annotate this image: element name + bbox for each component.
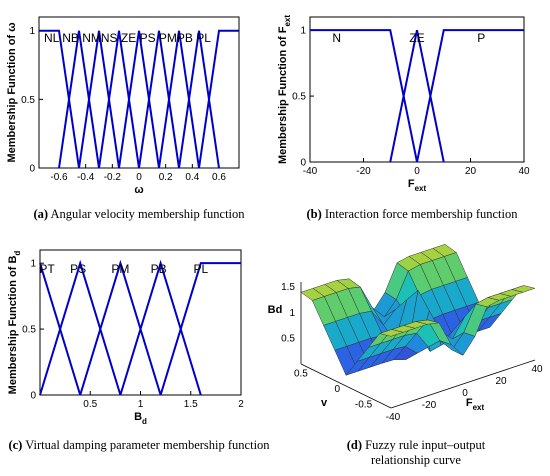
y-tick-label: 1 — [300, 26, 306, 37]
set-label-n: N — [332, 31, 341, 45]
y-tick-label: -40 — [386, 412, 401, 423]
mf-curve-ps — [39, 259, 122, 396]
mf-curve-nb — [58, 30, 100, 169]
mf-curve-pm — [79, 259, 162, 396]
mf-curve-n — [310, 29, 418, 163]
mf-curve-p — [416, 29, 524, 163]
y-tick-label: 0 — [462, 388, 468, 399]
y-tick-label: 0.5 — [21, 95, 35, 106]
set-label-p: P — [477, 31, 485, 45]
caption-b: (b) Interaction force membership functio… — [306, 207, 518, 221]
x-axis-label: Fext — [408, 178, 427, 193]
z-tick-label: 1 — [289, 308, 295, 319]
mf-curve-ns — [98, 30, 140, 169]
y-tick-label: 1 — [30, 259, 36, 270]
y-tick-label: 0.5 — [292, 92, 306, 103]
x-tick-label: 1 — [138, 399, 144, 410]
x-tick-label: -0.6 — [50, 172, 68, 183]
set-labels-a: NL NB NMNS ZE PS PMPB PL — [44, 31, 211, 45]
z-tick-label: 0.5 — [281, 333, 295, 344]
x-axis-label: v — [321, 397, 328, 409]
chart-panel-b: -40 -20 0 20 40 0 0.5 1 Fext Membership Function … — [277, 15, 530, 193]
x-axis-label-sub: ext — [415, 184, 427, 193]
y-tick-label: 0 — [29, 164, 35, 175]
set-label-pl: PL — [193, 262, 208, 276]
x-tick-label: 0.6 — [212, 172, 226, 183]
x-tick-label: 0 — [334, 384, 340, 395]
chart-panel-d: 0.5 1 1.5 0.5 0 -0.5 -40 -20 0 20 40 Bd v Fext — [268, 244, 543, 423]
y-axis-label: Fext — [466, 397, 485, 412]
y-axis-label: Membership Function of Fext — [277, 15, 292, 164]
mf-curve-ps — [138, 30, 180, 169]
x-tick-label: 0.4 — [185, 172, 199, 183]
x-tick-label: -40 — [303, 166, 318, 177]
set-label-ps: PS — [70, 262, 86, 276]
set-label-ze: ZE — [409, 31, 424, 45]
x-tick-label: -0.5 — [355, 400, 373, 411]
y-tick-label: 40 — [531, 364, 543, 375]
chart-panel-a: -0.6 -0.4 -0.2 0 0.2 0.4 0.6 0 0.5 1 ω Membership F… — [6, 16, 240, 196]
caption-a: (a) Angular velocity membership function — [33, 207, 245, 221]
y-tick-label: 0 — [300, 158, 306, 169]
mf-curve-ze — [118, 30, 160, 169]
x-tick-label: 0.5 — [294, 368, 308, 379]
y-axis-label-sub: ext — [473, 403, 485, 412]
x-axis-label: Bd — [134, 411, 147, 426]
caption-d: (d) Fuzzy rule input–output relationship… — [346, 438, 486, 467]
surface-patch — [378, 329, 404, 337]
x-tick-label: -0.2 — [104, 172, 122, 183]
set-label-pt: PT — [39, 262, 55, 276]
z-axis-label: Bd — [268, 304, 283, 316]
x-tick-label: -0.4 — [77, 172, 95, 183]
mf-curve-nm — [78, 30, 120, 169]
mf-curve-pb — [178, 30, 220, 169]
y-tick-label: 0.5 — [22, 325, 36, 336]
mf-curve-nl — [39, 29, 80, 169]
mf-curve-pm — [158, 30, 200, 169]
y-axis-label-sub: d — [13, 251, 22, 256]
mf-curve-pl — [159, 262, 241, 396]
y-axis-label: Membership Function of ω — [6, 22, 18, 162]
x-tick-label: 0 — [136, 172, 142, 183]
mf-curve-pb — [119, 259, 202, 396]
y-axis-label-sub: ext — [283, 15, 292, 27]
z-tick-label: 1.5 — [281, 282, 295, 293]
mf-curve-pl — [198, 29, 239, 169]
caption-c: (c) Virtual damping parameter membership… — [8, 438, 270, 452]
y-axis-label: Membership Function of Bd — [7, 251, 22, 395]
set-label-pm: PM — [111, 262, 129, 276]
x-tick-label: 0 — [414, 166, 420, 177]
surface-axis-line — [390, 359, 536, 409]
x-tick-label: 2 — [238, 399, 244, 410]
x-tick-label: 0.2 — [159, 172, 173, 183]
x-tick-label: -20 — [356, 166, 371, 177]
x-tick-label: 1.5 — [184, 399, 198, 410]
mf-curve-ze — [389, 29, 445, 163]
y-tick-label: -20 — [422, 400, 437, 411]
x-axis-label-sub: d — [142, 417, 147, 426]
surface-axis-line — [300, 363, 392, 409]
set-label-pb: PB — [151, 262, 167, 276]
y-tick-label: 20 — [495, 376, 507, 387]
x-tick-label: 20 — [465, 166, 477, 177]
y-tick-label: 1 — [29, 26, 35, 37]
x-axis-label: ω — [134, 184, 143, 196]
y-tick-label: 0 — [30, 391, 36, 402]
x-tick-label: 40 — [518, 166, 530, 177]
x-tick-label: 0.5 — [83, 399, 97, 410]
